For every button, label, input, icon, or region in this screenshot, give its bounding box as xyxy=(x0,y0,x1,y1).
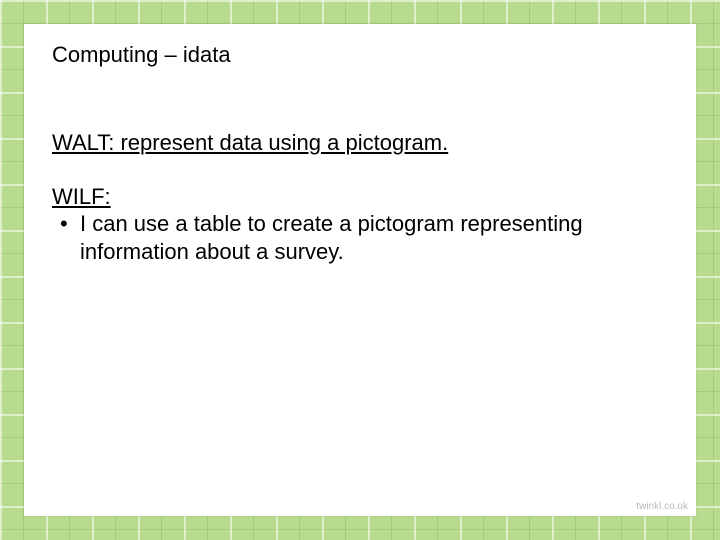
wilf-list: I can use a table to create a pictogram … xyxy=(52,210,668,265)
wilf-label: WILF: xyxy=(52,184,111,209)
wilf-item: I can use a table to create a pictogram … xyxy=(52,210,668,265)
content-card: Computing – idata WALT: represent data u… xyxy=(24,24,696,516)
slide-background: Computing – idata WALT: represent data u… xyxy=(0,0,720,540)
slide-title: Computing – idata xyxy=(52,42,668,68)
walt-objective: WALT: represent data using a pictogram. xyxy=(52,130,668,156)
attribution-text: twinkl.co.uk xyxy=(636,501,688,512)
